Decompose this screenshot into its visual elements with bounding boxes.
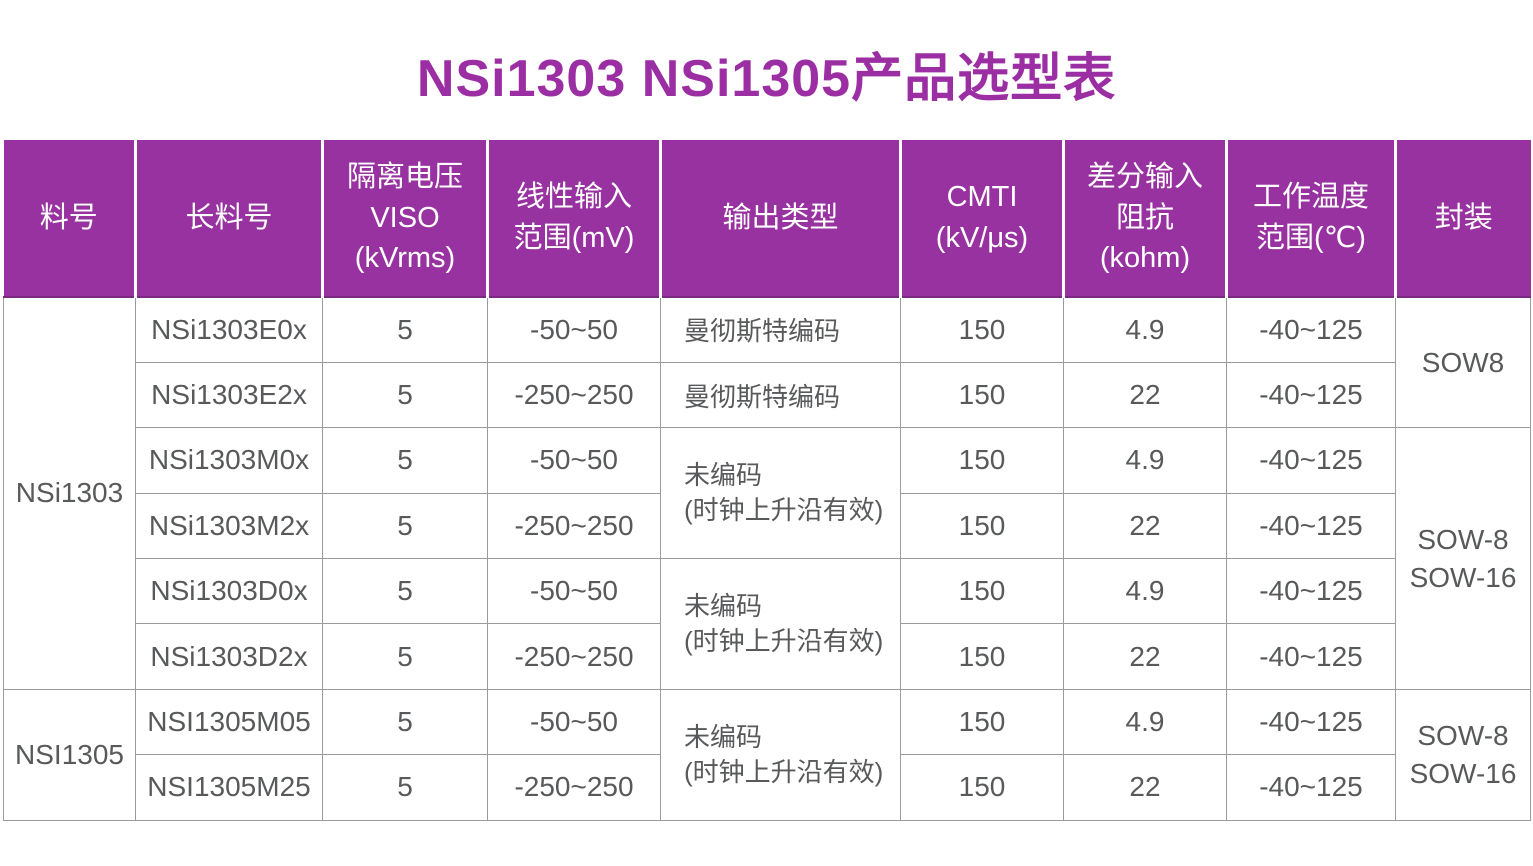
impedance-cell: 22 [1063,361,1227,429]
table-row: NSi1303 NSi1303E0x 5 -50~50 曼彻斯特编码 150 4… [3,296,1531,690]
input-range-cell: -50~50 [487,427,661,494]
input-range-cell: -250~250 [487,623,661,690]
temperature-cell: -40~125 [1226,492,1396,560]
impedance-cell: 4.9 [1063,558,1227,625]
header-cmti: CMTI (kV/μs) [899,140,1064,298]
table-row: NSi1303D2x 5 -250~250 150 22 -40~125 [4,623,1531,690]
impedance-cell: 4.9 [1063,427,1227,494]
header-operating-temperature: 工作温度 范围(℃) [1225,140,1396,298]
temperature-cell: -40~125 [1226,361,1396,429]
package-cell: SOW8 [1395,296,1531,429]
package-cell: SOW-8 SOW-16 [1395,688,1531,821]
viso-cell: 5 [322,296,488,363]
temperature-cell: -40~125 [1226,558,1396,625]
viso-cell: 5 [322,754,488,821]
temperature-cell: -40~125 [1226,688,1396,756]
viso-cell: 5 [322,558,488,625]
impedance-cell: 4.9 [1063,688,1227,756]
table-row: NSI1305 NSI1305M05 5 -50~50 未编码 (时钟上升沿有效… [3,688,1531,821]
family-cell-nsi1303: NSi1303 [3,296,136,690]
output-type-cell: 曼彻斯特编码 [660,296,901,363]
impedance-cell: 22 [1063,492,1227,560]
header-part-family: 料号 [3,140,136,298]
family-cell-nsi1305: NSI1305 [3,688,136,821]
part-number-cell: NSi1303M0x [135,427,323,494]
cmti-cell: 150 [900,361,1064,429]
input-range-cell: -50~50 [487,296,661,363]
viso-cell: 5 [322,492,488,560]
output-type-cell: 未编码 (时钟上升沿有效) [660,688,901,821]
impedance-cell: 4.9 [1063,296,1227,363]
output-type-cell: 未编码 (时钟上升沿有效) [660,427,901,560]
cmti-cell: 150 [900,558,1064,625]
output-type-cell: 未编码 (时钟上升沿有效) [660,558,901,690]
header-output-type: 输出类型 [659,140,901,298]
impedance-cell: 22 [1063,754,1227,821]
temperature-cell: -40~125 [1226,754,1396,821]
header-isolation-voltage: 隔离电压 VISO (kVrms) [321,140,488,298]
part-number-cell: NSI1305M05 [135,688,323,756]
part-number-cell: NSi1303M2x [135,492,323,560]
table-row: NSi1303E2x 5 -250~250 曼彻斯特编码 150 22 -40~… [4,361,1531,429]
cmti-cell: 150 [900,623,1064,690]
header-package: 封装 [1394,140,1531,298]
temperature-cell: -40~125 [1226,296,1396,363]
viso-cell: 5 [322,427,488,494]
product-selection-table: 料号 长料号 隔离电压 VISO (kVrms) 线性输入 范围(mV) 输出类… [3,140,1531,821]
table-row: NSi1303D0x 5 -50~50 未编码 (时钟上升沿有效) 150 4.… [4,558,1531,690]
viso-cell: 5 [322,623,488,690]
table-row: NSI1305M25 5 -250~250 150 22 -40~125 [4,754,1531,821]
input-range-cell: -50~50 [487,688,661,756]
input-range-cell: -50~50 [487,558,661,625]
input-range-cell: -250~250 [487,754,661,821]
part-number-cell: NSI1305M25 [135,754,323,821]
part-number-cell: NSi1303E0x [135,296,323,363]
viso-cell: 5 [322,688,488,756]
part-number-cell: NSi1303E2x [135,361,323,429]
cmti-cell: 150 [900,688,1064,756]
input-range-cell: -250~250 [487,361,661,429]
cmti-cell: 150 [900,492,1064,560]
cmti-cell: 150 [900,427,1064,494]
cmti-cell: 150 [900,296,1064,363]
temperature-cell: -40~125 [1226,427,1396,494]
viso-cell: 5 [322,361,488,429]
package-cell: SOW-8 SOW-16 [1395,427,1531,690]
output-type-cell: 曼彻斯特编码 [660,361,901,429]
temperature-cell: -40~125 [1226,623,1396,690]
table-row: NSi1303M0x 5 -50~50 未编码 (时钟上升沿有效) 150 4.… [4,427,1531,690]
table-row: NSi1303M2x 5 -250~250 150 22 -40~125 [4,492,1531,560]
cmti-cell: 150 [900,754,1064,821]
header-row: 料号 长料号 隔离电压 VISO (kVrms) 线性输入 范围(mV) 输出类… [3,140,1531,298]
header-linear-input-range: 线性输入 范围(mV) [486,140,661,298]
page-title: NSi1303 NSi1305产品选型表 [416,50,1117,108]
input-range-cell: -250~250 [487,492,661,560]
part-number-cell: NSi1303D0x [135,558,323,625]
impedance-cell: 22 [1063,623,1227,690]
header-differential-impedance: 差分输入 阻抗 (kohm) [1062,140,1227,298]
header-part-number: 长料号 [134,140,323,298]
part-number-cell: NSi1303D2x [135,623,323,690]
